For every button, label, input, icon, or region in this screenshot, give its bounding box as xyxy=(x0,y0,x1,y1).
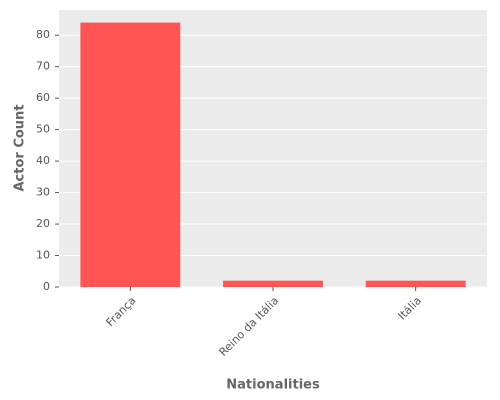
y-tick-label: 40 xyxy=(36,154,50,167)
x-axis-label: Nationalities xyxy=(226,378,320,393)
bar xyxy=(365,280,466,287)
y-tick-label: 70 xyxy=(36,60,50,73)
x-tick-label: França xyxy=(104,294,139,329)
y-tick-label: 60 xyxy=(36,91,50,104)
y-tick-label: 20 xyxy=(36,217,50,230)
y-tick-label: 50 xyxy=(36,123,50,136)
y-tick-label: 80 xyxy=(36,28,50,41)
bar xyxy=(80,22,181,287)
y-axis-label: Actor Count xyxy=(13,104,28,191)
y-tick-label: 30 xyxy=(36,186,50,199)
x-tick-label: Itália xyxy=(396,294,424,322)
bar xyxy=(223,280,323,287)
y-tick-label: 0 xyxy=(43,280,50,293)
x-tick-label: Reino da Itália xyxy=(217,294,282,359)
y-tick-label: 10 xyxy=(36,249,50,262)
